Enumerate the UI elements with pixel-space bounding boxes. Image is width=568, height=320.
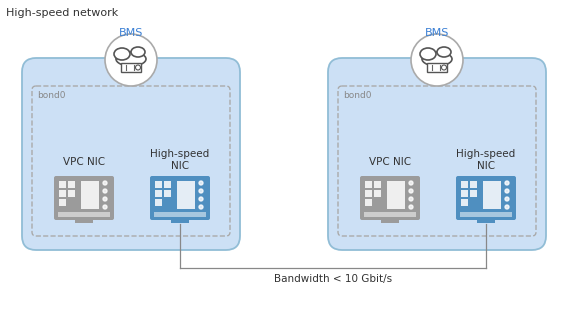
Circle shape [199,205,203,209]
Text: BMS: BMS [425,28,449,38]
Bar [470,190,477,197]
Bar [75,218,93,223]
Bar [154,212,206,217]
Bar [483,181,501,209]
FancyBboxPatch shape [22,58,240,250]
Text: VPC NIC: VPC NIC [369,157,411,167]
Circle shape [441,65,446,70]
Circle shape [199,197,203,201]
Circle shape [409,189,413,193]
Bar [68,181,75,188]
Bar [177,181,195,209]
Bar [364,212,416,217]
Circle shape [505,181,509,185]
Circle shape [409,197,413,201]
Bar [164,181,171,188]
Bar [387,181,405,209]
Bar [155,181,162,188]
Ellipse shape [422,52,452,66]
Bar [461,199,468,206]
Bar [461,190,468,197]
Circle shape [199,189,203,193]
Bar [374,181,381,188]
Text: VPC NIC: VPC NIC [63,157,105,167]
Bar [365,190,372,197]
Text: High-speed network: High-speed network [6,8,118,18]
Bar [68,190,75,197]
Ellipse shape [131,47,145,57]
FancyBboxPatch shape [360,176,420,220]
Bar [59,190,66,197]
Bar [427,63,447,72]
Bar [164,190,171,197]
Bar [381,218,399,223]
Bar [59,181,66,188]
Bar [477,218,495,223]
Text: High-speed
NIC: High-speed NIC [151,149,210,171]
Circle shape [199,181,203,185]
Bar [171,218,189,223]
Bar [81,181,99,209]
Text: Bandwidth < 10 Gbit/s: Bandwidth < 10 Gbit/s [274,274,392,284]
Circle shape [103,205,107,209]
Ellipse shape [116,52,146,66]
Circle shape [105,34,157,86]
Circle shape [505,197,509,201]
Text: bond0: bond0 [37,91,65,100]
Circle shape [103,197,107,201]
Circle shape [409,205,413,209]
Ellipse shape [420,48,436,60]
FancyBboxPatch shape [456,176,516,220]
Bar [365,199,372,206]
Text: High-speed
NIC: High-speed NIC [456,149,516,171]
Bar [461,181,468,188]
FancyBboxPatch shape [54,176,114,220]
Bar [58,212,110,217]
Bar [374,190,381,197]
Bar [155,199,162,206]
Bar [460,212,512,217]
Bar [155,190,162,197]
FancyBboxPatch shape [150,176,210,220]
Ellipse shape [114,48,130,60]
Bar [365,181,372,188]
Text: BMS: BMS [119,28,143,38]
Circle shape [505,205,509,209]
Circle shape [505,189,509,193]
Circle shape [103,189,107,193]
Bar [121,63,141,72]
FancyBboxPatch shape [328,58,546,250]
Ellipse shape [437,47,451,57]
Bar [59,199,66,206]
Bar [470,181,477,188]
Text: bond0: bond0 [343,91,371,100]
Circle shape [136,65,140,70]
Circle shape [409,181,413,185]
Circle shape [411,34,463,86]
Circle shape [103,181,107,185]
